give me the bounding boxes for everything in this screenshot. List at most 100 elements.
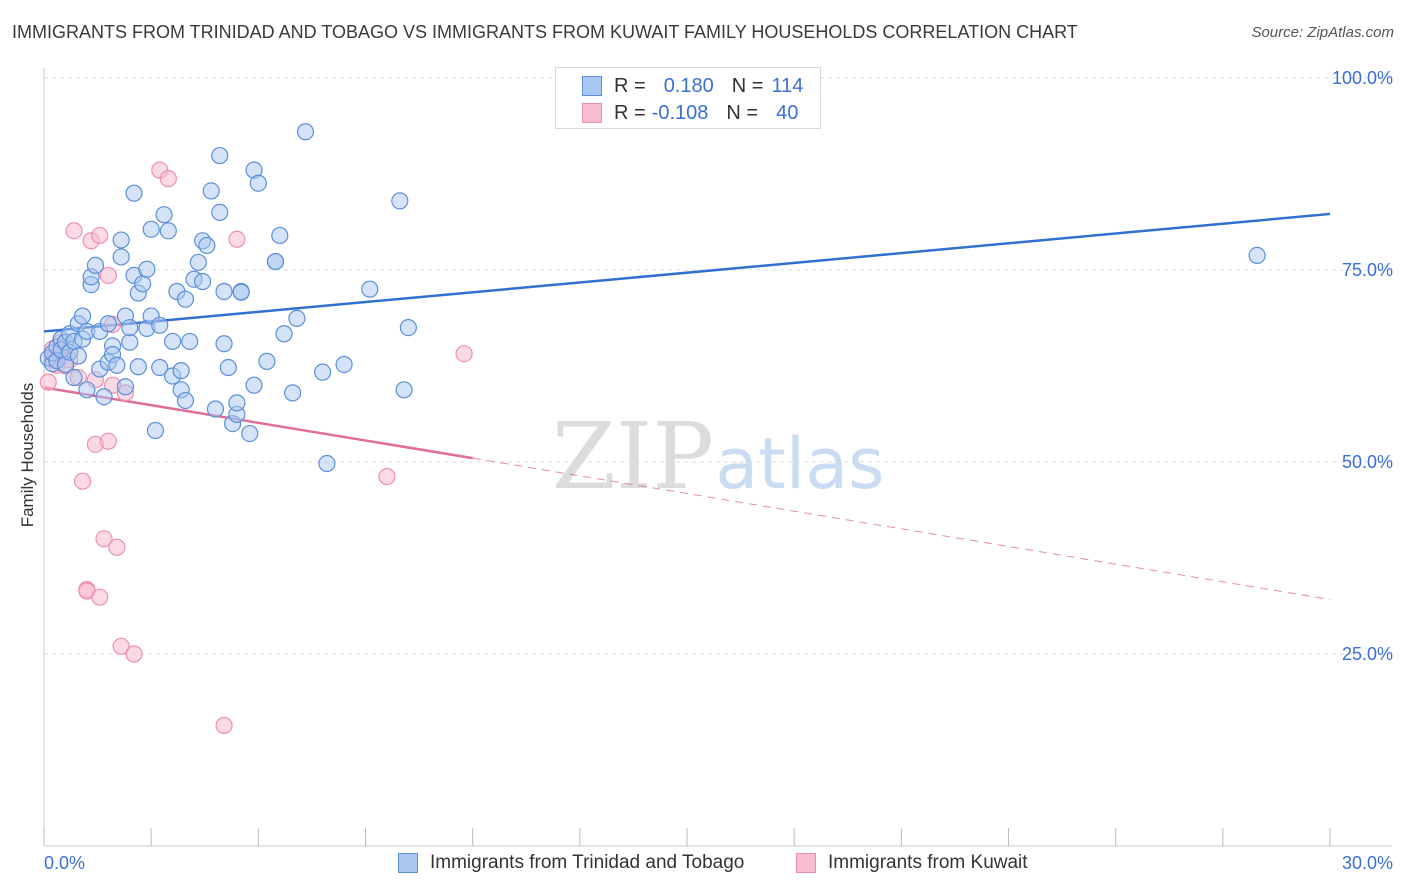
trend-line-trinidad: [43, 212, 1331, 333]
blue-swatch: [582, 76, 602, 96]
trinidad-point: [211, 203, 229, 221]
n-label: N =: [726, 101, 759, 124]
x-tick-label: 0.0%: [44, 853, 85, 873]
pink-swatch: [582, 103, 602, 123]
trinidad-point: [164, 332, 182, 351]
pink-swatch: [796, 853, 816, 873]
legend-item-trinidad: Immigrants from Trinidad and Tobago: [398, 852, 744, 874]
kuwait-point: [159, 170, 177, 188]
watermark-zip: ZIP: [552, 403, 714, 510]
trinidad-point: [69, 347, 87, 365]
kuwait-point: [112, 637, 130, 655]
trinidad-point: [399, 319, 417, 337]
kuwait-point: [73, 472, 92, 490]
legend-row-kuwait: R = -0.108 N = 40: [582, 100, 798, 126]
kuwait-point: [95, 530, 113, 548]
trinidad-point: [215, 282, 233, 301]
trinidad-point: [129, 358, 147, 376]
y-axis-label: Family Households: [18, 382, 37, 528]
trinidad-point: [296, 123, 315, 141]
trinidad-point: [125, 184, 143, 202]
trinidad-point: [108, 356, 126, 374]
trinidad-point: [206, 400, 225, 418]
legend-label-trinidad: Immigrants from Trinidad and Tobago: [430, 852, 745, 873]
trinidad-point: [194, 272, 212, 291]
n-label: N =: [731, 74, 764, 97]
trinidad-point: [266, 252, 285, 271]
r-value-kuwait: -0.108: [651, 101, 709, 124]
trinidad-point: [241, 424, 259, 443]
trinidad-point: [314, 363, 332, 381]
kuwait-point: [125, 645, 143, 663]
trinidad-point: [155, 206, 173, 224]
blue-swatch: [398, 853, 418, 873]
trinidad-point: [318, 454, 336, 473]
kuwait-point: [108, 538, 126, 556]
r-label: R =: [614, 101, 646, 124]
n-value-trinidad: 114: [771, 74, 804, 97]
trinidad-point: [151, 358, 169, 377]
r-label: R =: [614, 74, 646, 97]
trinidad-point: [78, 381, 96, 399]
trinidad-point: [271, 226, 289, 245]
correlation-legend: R = 0.180 N = 114 R = -0.108 N = 40: [555, 67, 821, 129]
trinidad-point: [121, 319, 139, 337]
x-tick-label: 30.0%: [1342, 853, 1393, 873]
kuwait-point: [455, 345, 473, 363]
trinidad-point: [112, 231, 130, 249]
trinidad-point: [211, 146, 229, 165]
trinidad-points: [39, 123, 1266, 473]
trinidad-point: [181, 332, 199, 351]
y-tick-label: 50.0%: [1342, 452, 1393, 472]
kuwait-point: [99, 432, 117, 450]
kuwait-point: [228, 230, 246, 248]
trend-line-kuwait-extension: [472, 457, 1331, 600]
kuwait-point: [215, 716, 233, 735]
trinidad-point: [198, 236, 216, 255]
trinidad-point: [284, 384, 302, 402]
trinidad-point: [151, 316, 169, 334]
trinidad-point: [95, 388, 113, 406]
trinidad-point: [176, 290, 195, 308]
trinidad-point: [249, 174, 267, 192]
kuwait-point: [91, 226, 109, 245]
axes: [43, 68, 1392, 847]
trinidad-point: [138, 260, 156, 278]
legend-row-trinidad: R = 0.180 N = 114: [582, 73, 803, 99]
y-tick-label: 25.0%: [1342, 644, 1393, 664]
trinidad-point: [142, 220, 160, 238]
trinidad-point: [228, 394, 246, 412]
kuwait-point: [91, 588, 109, 606]
y-tick-label: 75.0%: [1342, 260, 1393, 280]
trinidad-point: [73, 307, 92, 325]
trinidad-point: [65, 368, 83, 387]
trinidad-point: [159, 222, 177, 240]
series-legend: Immigrants from Trinidad and Tobago Immi…: [0, 852, 1406, 878]
watermark-atlas: atlas: [715, 423, 884, 505]
trinidad-point: [172, 362, 190, 380]
y-tick-label: 100.0%: [1332, 68, 1393, 88]
legend-label-kuwait: Immigrants from Kuwait: [828, 852, 1028, 873]
trend-line-kuwait: [43, 386, 473, 460]
grid-lines: [44, 77, 1392, 655]
trinidad-point: [133, 275, 152, 293]
trinidad-point: [288, 309, 306, 327]
trinidad-point: [219, 358, 237, 377]
trinidad-point: [258, 352, 276, 370]
trinidad-point: [121, 333, 139, 351]
trinidad-point: [202, 182, 220, 200]
kuwait-point: [378, 467, 396, 486]
chart-title: IMMIGRANTS FROM TRINIDAD AND TOBAGO VS I…: [12, 22, 1078, 42]
n-value-kuwait: 40: [776, 101, 799, 124]
kuwait-point: [39, 373, 57, 391]
trinidad-point: [245, 376, 263, 394]
legend-item-kuwait: Immigrants from Kuwait: [796, 852, 1028, 874]
kuwait-point: [65, 222, 83, 240]
trinidad-point: [146, 421, 165, 440]
trinidad-point: [275, 325, 293, 343]
trinidad-point: [232, 283, 250, 301]
kuwait-point: [99, 266, 117, 284]
trinidad-point: [361, 280, 379, 298]
tick-labels: 25.0% 50.0% 75.0% 100.0% 0.0% 30.0%: [44, 68, 1393, 873]
